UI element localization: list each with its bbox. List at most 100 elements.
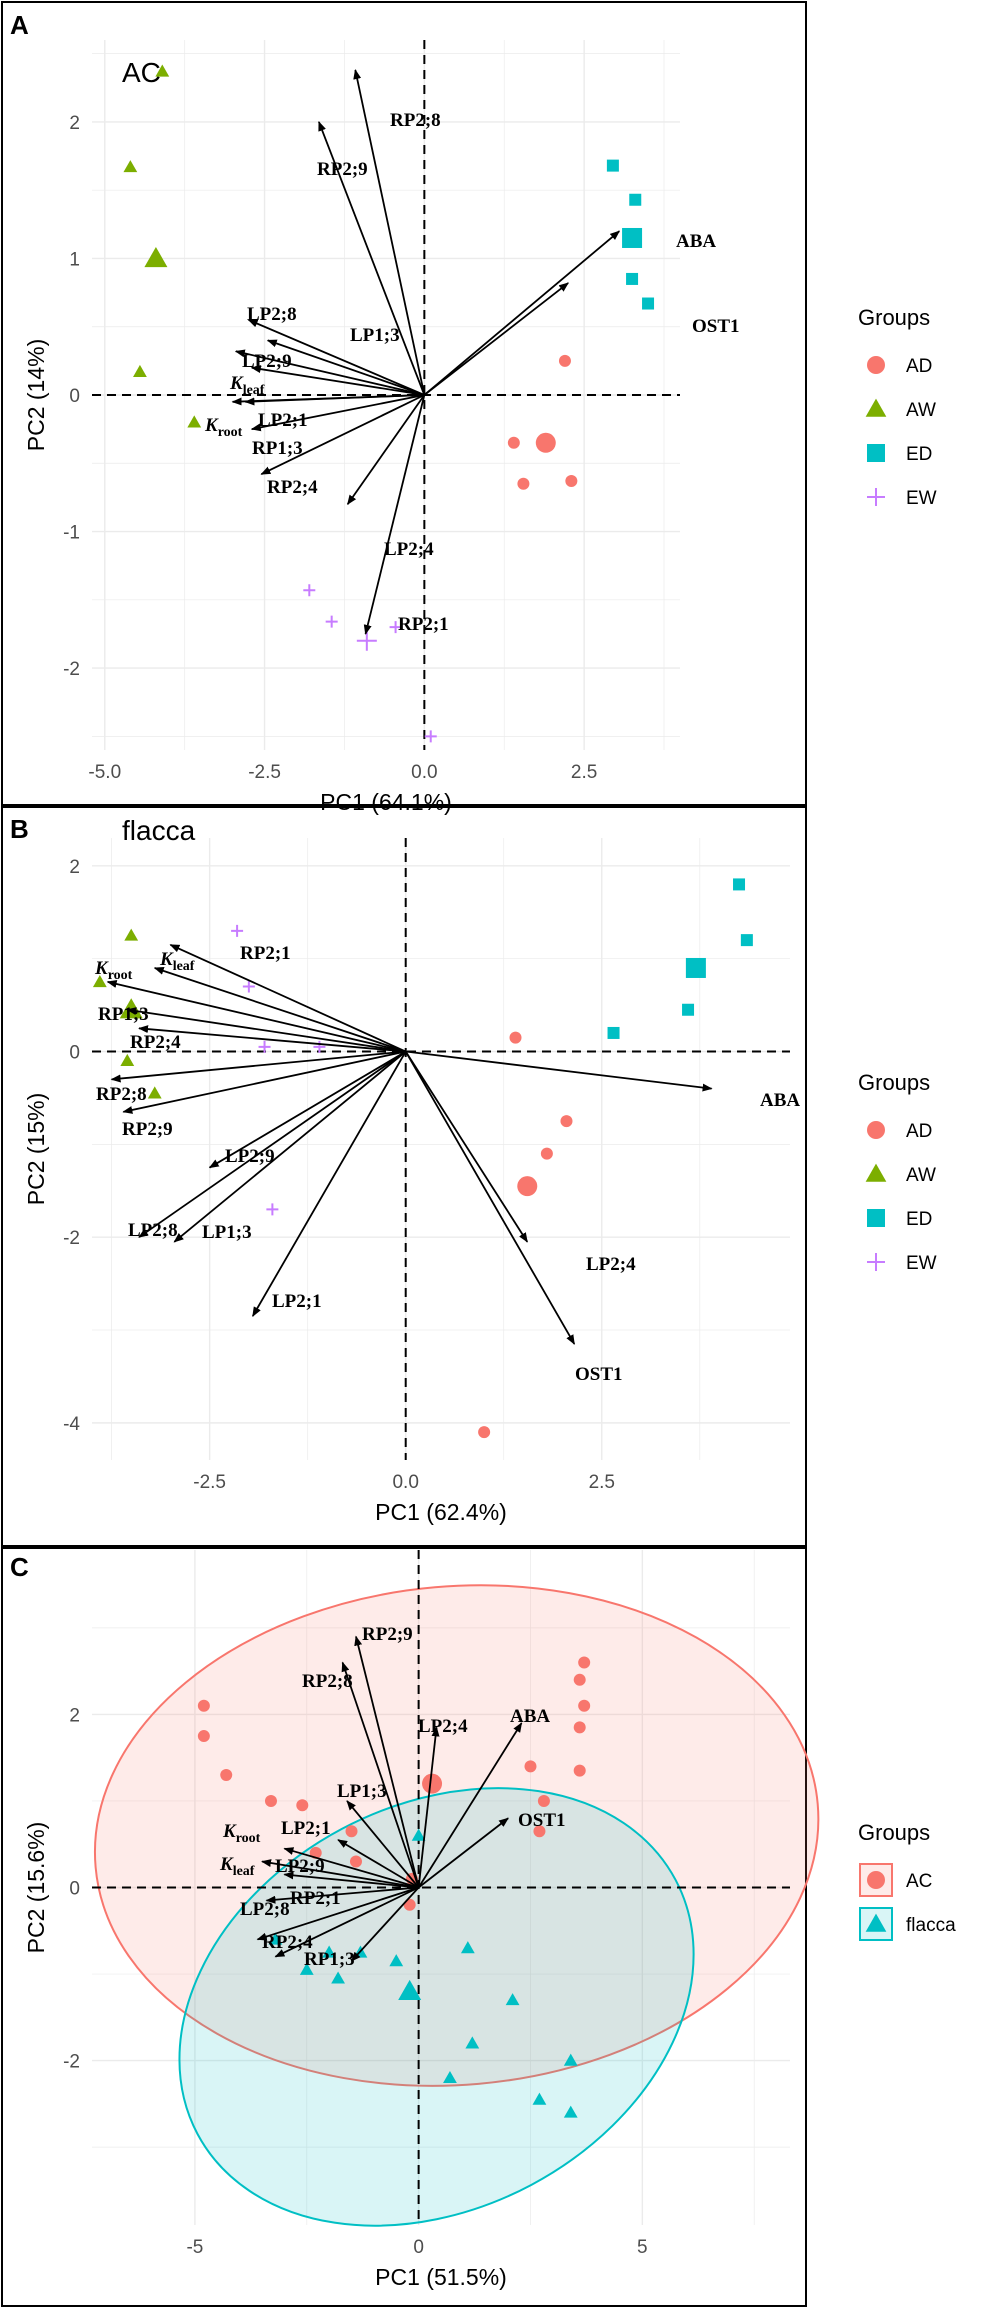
centroid-ad bbox=[517, 1176, 538, 1197]
data-point-flacca bbox=[505, 1993, 520, 2006]
loading-arrow bbox=[250, 365, 425, 396]
loading-label: Kleaf bbox=[159, 949, 195, 974]
legend-marker-aw bbox=[865, 1163, 887, 1182]
loading-label: RP1;3 bbox=[304, 1949, 355, 1970]
y-tick-label: 0 bbox=[69, 1879, 80, 1900]
legend-label-ew: EW bbox=[906, 488, 937, 509]
label-sub: leaf bbox=[233, 1864, 255, 1879]
loading-arrow bbox=[318, 120, 426, 396]
loading-label: ABA bbox=[510, 1706, 550, 1727]
x-tick-label: 5 bbox=[637, 2237, 648, 2258]
data-point-ad bbox=[509, 1031, 522, 1044]
loading-arrow bbox=[138, 1050, 407, 1238]
data-point-flacca bbox=[299, 1962, 314, 1975]
loading-label: RP2;8 bbox=[96, 1084, 147, 1105]
y-tick-label: -1 bbox=[63, 523, 80, 544]
x-axis-label: PC1 (64.1%) bbox=[320, 789, 452, 815]
loading-label: LP2;8 bbox=[128, 1220, 178, 1241]
legend-marker-ew bbox=[867, 488, 885, 506]
label-k: K bbox=[222, 1821, 237, 1842]
loading-label: RP2;4 bbox=[262, 1932, 313, 1953]
loading-arrow bbox=[234, 349, 425, 396]
loading-label: LP2;9 bbox=[225, 1146, 275, 1167]
loading-arrow bbox=[405, 1050, 713, 1092]
data-point-aw bbox=[133, 364, 147, 377]
x-tick-label: 0.0 bbox=[411, 762, 437, 783]
legend-label-ed: ED bbox=[906, 444, 932, 465]
centroid-ed bbox=[685, 957, 706, 978]
label-k: K bbox=[204, 415, 219, 436]
data-point-ad bbox=[565, 475, 578, 488]
y-tick-label: 1 bbox=[69, 249, 80, 270]
centroid-ed bbox=[622, 227, 643, 248]
y-axis-label: PC2 (14%) bbox=[23, 339, 49, 451]
loading-label: LP2;9 bbox=[242, 351, 292, 372]
data-point-ac bbox=[533, 1825, 546, 1838]
loading-arrow bbox=[261, 1859, 419, 1889]
legend-marker-ed bbox=[867, 1209, 885, 1227]
data-point-flacca bbox=[563, 2105, 578, 2118]
legend: Groups AD AW ED EW bbox=[858, 305, 937, 509]
data-point-ad bbox=[558, 354, 571, 367]
legend-title: Groups bbox=[858, 1070, 930, 1095]
x-axis-label: PC1 (62.4%) bbox=[375, 1499, 507, 1525]
panel-a: A AC -5.0 -2.5 0.0 2.5 -2 -1 0 1 2 PC1 (64.1%) PC2 (… bbox=[1, 1, 937, 815]
legend-marker-flacca bbox=[865, 1913, 887, 1932]
data-point-aw bbox=[92, 974, 107, 988]
loading-label: OST1 bbox=[692, 316, 740, 337]
data-point-ew bbox=[303, 584, 316, 597]
loading-arrow bbox=[341, 1661, 420, 1888]
loading-arrow bbox=[418, 1817, 509, 1889]
y-tick-label: -4 bbox=[63, 1414, 80, 1435]
legend-label-ad: AD bbox=[906, 356, 932, 377]
loading-arrow bbox=[169, 943, 407, 1053]
data-point-ac bbox=[573, 1721, 586, 1734]
y-tick-label: -2 bbox=[63, 1228, 80, 1249]
loading-label: LP1;3 bbox=[350, 325, 400, 346]
y-tick-label: 2 bbox=[69, 113, 80, 134]
data-point-aw bbox=[124, 928, 139, 941]
y-tick-label: 2 bbox=[69, 857, 80, 878]
loading-arrow bbox=[283, 1847, 419, 1889]
legend-label-ad: AD bbox=[906, 1121, 932, 1142]
data-point-ac bbox=[345, 1825, 358, 1838]
x-tick-label: -5.0 bbox=[88, 762, 121, 783]
data-point-ew bbox=[313, 1040, 326, 1053]
label-k: K bbox=[219, 1854, 234, 1875]
loading-arrow bbox=[247, 319, 425, 396]
chart-layer: A AC -5.0 -2.5 0.0 2.5 -2 -1 0 1 2 PC1 (64.1%) PC2 (… bbox=[1, 1, 956, 2307]
loading-arrow bbox=[106, 980, 406, 1053]
data-point-ac bbox=[573, 1764, 586, 1777]
data-point-ed bbox=[606, 159, 619, 172]
data-point-ac bbox=[573, 1673, 586, 1686]
loading-label: LP2;9 bbox=[275, 1856, 325, 1877]
data-point-ac bbox=[524, 1760, 537, 1773]
loading-label: Kroot bbox=[94, 958, 133, 983]
panel-border bbox=[1, 1, 807, 806]
data-point-ed bbox=[607, 1026, 620, 1039]
legend-label-ac: AC bbox=[906, 1871, 932, 1892]
data-point-flacca bbox=[532, 2092, 547, 2105]
data-point-ew bbox=[325, 615, 338, 628]
data-point-ew bbox=[424, 730, 437, 743]
data-point-ad bbox=[540, 1147, 553, 1160]
loading-label: OST1 bbox=[575, 1364, 623, 1385]
loading-label: RP2;8 bbox=[302, 1671, 353, 1692]
data-point-ad bbox=[517, 477, 530, 490]
data-point-aw bbox=[123, 160, 138, 173]
legend-marker-aw bbox=[865, 398, 887, 417]
loading-arrow bbox=[354, 1635, 420, 1888]
legend-marker-ed bbox=[867, 444, 885, 462]
panel-border bbox=[1, 1547, 807, 2307]
data-point-ed bbox=[733, 878, 746, 891]
loading-arrow bbox=[208, 1050, 407, 1169]
legend-label-flacca: flacca bbox=[906, 1915, 956, 1936]
loading-arrow bbox=[404, 1051, 529, 1243]
loading-label: Kroot bbox=[204, 415, 243, 440]
data-point-ed bbox=[682, 1003, 695, 1016]
legend-title: Groups bbox=[858, 1820, 930, 1845]
data-point-ac bbox=[578, 1656, 591, 1669]
legend: Groups AD AW ED EW bbox=[858, 1070, 937, 1274]
loading-arrow bbox=[417, 1722, 523, 1888]
loading-label: LP2;4 bbox=[418, 1716, 468, 1737]
